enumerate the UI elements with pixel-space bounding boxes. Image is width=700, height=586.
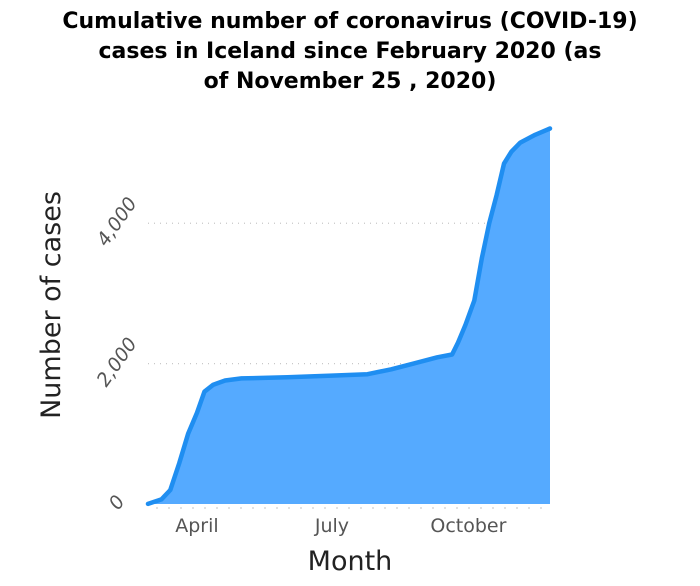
x-tick-label-1: July [314, 515, 349, 537]
x-tick-label-2: October [430, 515, 506, 537]
area-series [145, 126, 553, 507]
y-tick-label-0: 0 [105, 491, 130, 514]
x-tick-label-0: April [175, 515, 218, 537]
y-axis-label: Number of cases [36, 191, 67, 419]
area-fill [148, 128, 550, 504]
chart-title-line-1: Cumulative number of coronavirus (COVID-… [62, 9, 637, 34]
series-line [145, 126, 553, 507]
gridlines [148, 222, 550, 365]
y-axis-ticks: 0 2,000 4,000 [92, 193, 141, 514]
chart-title-line-3: of November 25 , 2020) [204, 69, 497, 94]
chart-title: Cumulative number of coronavirus (COVID-… [62, 9, 637, 94]
x-axis-label: Month [308, 546, 393, 577]
chart-title-line-2: cases in Iceland since February 2020 (as [99, 39, 602, 64]
x-axis-ticks: April July October [156, 507, 542, 537]
y-tick-label-1: 2,000 [92, 334, 141, 391]
y-tick-label-2: 4,000 [92, 193, 141, 250]
